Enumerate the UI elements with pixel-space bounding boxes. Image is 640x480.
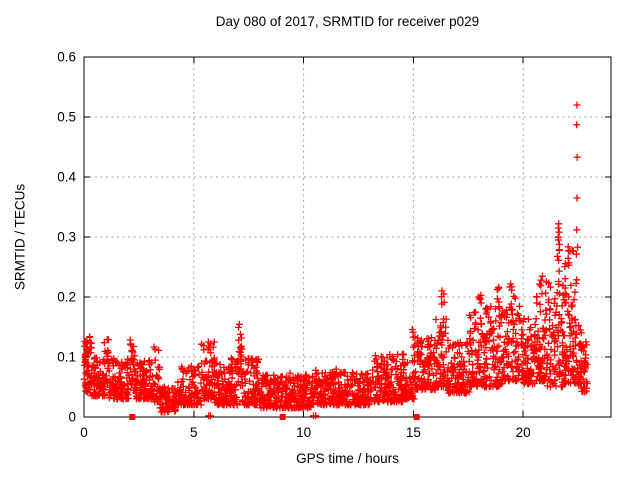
y-tick-label: 0.2 [57, 290, 76, 305]
y-tick-label: 0.5 [57, 110, 76, 125]
plot-title: Day 080 of 2017, SRMTID for receiver p02… [215, 14, 480, 29]
scatter-points [80, 101, 591, 420]
x-tick-label: 0 [80, 425, 88, 440]
y-tick-label: 0.6 [57, 50, 76, 65]
x-axis-label: GPS time / hours [296, 451, 399, 466]
baseline-event-marker [129, 414, 136, 420]
baseline-event-marker [279, 414, 286, 420]
y-tick-label: 0.1 [57, 350, 76, 365]
x-tick-label: 15 [406, 425, 421, 440]
y-tick-label: 0.3 [57, 230, 76, 245]
x-tick-label: 5 [190, 425, 198, 440]
y-tick-label: 0.4 [57, 170, 76, 185]
x-tick-label: 10 [296, 425, 311, 440]
baseline-event-marker [413, 414, 420, 420]
y-tick-label: 0 [68, 410, 76, 425]
x-tick-label: 20 [516, 425, 531, 440]
